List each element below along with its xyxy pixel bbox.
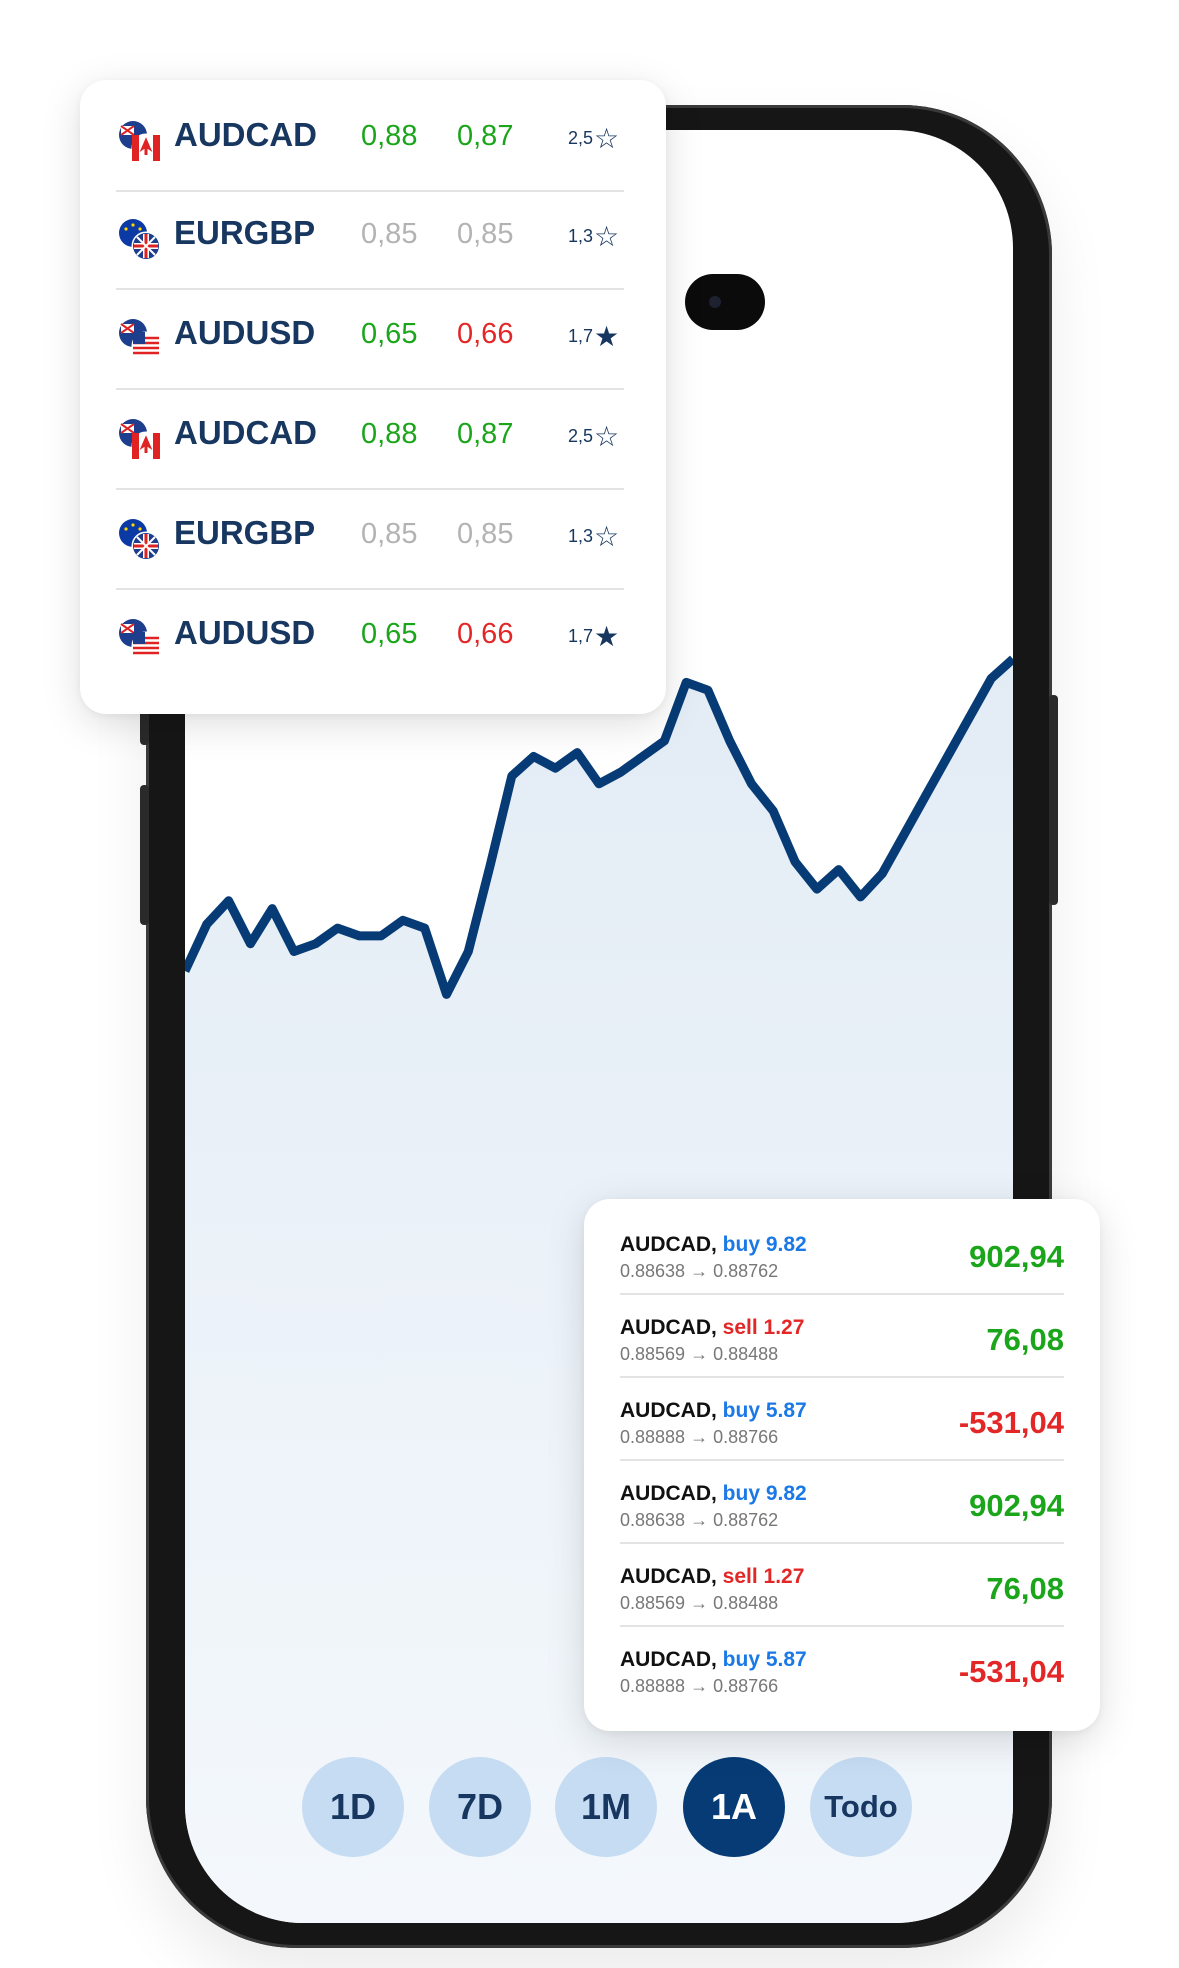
trade-side-size: buy 5.87 [722, 1399, 807, 1422]
trade-pair: AUDCAD, [620, 1648, 717, 1671]
bid-price: 0,85 [361, 218, 418, 250]
trade-pnl: -531,04 [958, 1654, 1064, 1689]
rating-value: 1,7 [568, 326, 594, 346]
ask-price: 0,66 [457, 318, 514, 350]
pair-name: AUDCAD [174, 116, 317, 153]
rating-value: 2,5 [568, 426, 594, 446]
trades-card: AUDCAD, buy 9.82 0.88638 → 0.88762 902,9… [584, 1199, 1100, 1731]
trade-pnl: 76,08 [986, 1571, 1064, 1606]
trade-prices: 0.88888 → 0.88766 [620, 1676, 779, 1696]
eur-gbp-flag-icon [116, 516, 164, 564]
rating-value: 1,3 [568, 226, 594, 246]
trade-title: AUDCAD, buy 9.82 [620, 1482, 807, 1506]
ask-price: 0,87 [457, 418, 514, 450]
trade-title: AUDCAD, buy 5.87 [620, 1648, 807, 1672]
watchlist-card: AUDCAD 0,88 0,87 2,5☆ EURGBP 0,85 0,85 1… [80, 80, 666, 714]
trade-title: AUDCAD, buy 5.87 [620, 1399, 807, 1423]
bid-price: 0,65 [361, 318, 418, 350]
eur-gbp-flag-icon [116, 216, 164, 264]
trade-row[interactable]: AUDCAD, buy 5.87 0.88888 → 0.88766 -531,… [620, 1624, 1064, 1708]
trade-row[interactable]: AUDCAD, buy 9.82 0.88638 → 0.88762 902,9… [620, 1458, 1064, 1544]
aud-cad-flag-icon [116, 118, 164, 166]
trade-side-size: sell 1.27 [722, 1565, 805, 1588]
star-filled-icon[interactable]: ★ [594, 621, 620, 652]
trade-row[interactable]: AUDCAD, sell 1.27 0.88569 → 0.88488 76,0… [620, 1292, 1064, 1378]
watchlist-row[interactable]: AUDCAD 0,88 0,87 2,5☆ [116, 388, 624, 490]
star-outline-icon[interactable]: ☆ [594, 521, 620, 552]
trade-row[interactable]: AUDCAD, sell 1.27 0.88569 → 0.88488 76,0… [620, 1541, 1064, 1627]
trade-side-size: buy 5.87 [722, 1648, 807, 1671]
ask-price: 0,85 [457, 218, 514, 250]
pair-name: AUDUSD [174, 614, 316, 651]
watchlist-row[interactable]: AUDUSD 0,65 0,66 1,7★ [116, 588, 624, 688]
range-1m-button[interactable]: 1M [555, 1757, 657, 1857]
bid-price: 0,65 [361, 618, 418, 650]
front-camera-icon [685, 274, 765, 330]
aud-usd-flag-icon [116, 616, 164, 664]
trade-prices: 0.88638 → 0.88762 [620, 1261, 779, 1281]
aud-cad-flag-icon [116, 416, 164, 464]
star-outline-icon[interactable]: ☆ [594, 421, 620, 452]
trade-prices: 0.88638 → 0.88762 [620, 1510, 779, 1530]
rating-value: 1,3 [568, 526, 594, 546]
trade-pair: AUDCAD, [620, 1565, 717, 1588]
aud-usd-flag-icon [116, 316, 164, 364]
bid-price: 0,88 [361, 120, 418, 152]
rating-value: 1,7 [568, 626, 594, 646]
time-range-selector: 1D 7D 1M 1A Todo [302, 1757, 912, 1857]
watchlist-row[interactable]: AUDUSD 0,65 0,66 1,7★ [116, 288, 624, 390]
rating: 2,5☆ [568, 420, 619, 453]
watchlist-row[interactable]: EURGBP 0,85 0,85 1,3☆ [116, 188, 624, 290]
ask-price: 0,85 [457, 518, 514, 550]
watchlist-row[interactable]: EURGBP 0,85 0,85 1,3☆ [116, 488, 624, 590]
trade-pnl: 902,94 [969, 1488, 1064, 1523]
range-all-button[interactable]: Todo [810, 1757, 912, 1857]
pair-name: AUDCAD [174, 414, 317, 451]
trade-prices: 0.88569 → 0.88488 [620, 1344, 779, 1364]
bid-price: 0,88 [361, 418, 418, 450]
pair-name: AUDUSD [174, 314, 316, 351]
bid-price: 0,85 [361, 518, 418, 550]
trade-pair: AUDCAD, [620, 1316, 717, 1339]
range-1a-button[interactable]: 1A [683, 1757, 785, 1857]
trade-side-size: buy 9.82 [722, 1482, 807, 1505]
trade-prices: 0.88569 → 0.88488 [620, 1593, 779, 1613]
trade-title: AUDCAD, sell 1.27 [620, 1565, 804, 1589]
phone-side-button [140, 785, 149, 925]
range-1d-button[interactable]: 1D [302, 1757, 404, 1857]
trade-row[interactable]: AUDCAD, buy 9.82 0.88638 → 0.88762 902,9… [620, 1209, 1064, 1295]
rating-value: 2,5 [568, 128, 594, 148]
trade-pair: AUDCAD, [620, 1233, 717, 1256]
ask-price: 0,66 [457, 618, 514, 650]
phone-power-button [1049, 695, 1058, 905]
trade-pnl: 76,08 [986, 1322, 1064, 1357]
rating: 1,3☆ [568, 220, 619, 253]
star-outline-icon[interactable]: ☆ [594, 221, 620, 252]
pair-name: EURGBP [174, 514, 316, 551]
trade-title: AUDCAD, sell 1.27 [620, 1316, 804, 1340]
trade-pair: AUDCAD, [620, 1399, 717, 1422]
rating: 1,7★ [568, 320, 619, 353]
pair-name: EURGBP [174, 214, 316, 251]
trade-prices: 0.88888 → 0.88766 [620, 1427, 779, 1447]
watchlist-row[interactable]: AUDCAD 0,88 0,87 2,5☆ [116, 90, 624, 192]
range-7d-button[interactable]: 7D [429, 1757, 531, 1857]
trade-side-size: sell 1.27 [722, 1316, 805, 1339]
trade-pnl: 902,94 [969, 1239, 1064, 1274]
rating: 2,5☆ [568, 122, 619, 155]
ask-price: 0,87 [457, 120, 514, 152]
trade-pnl: -531,04 [958, 1405, 1064, 1440]
rating: 1,3☆ [568, 520, 619, 553]
trade-row[interactable]: AUDCAD, buy 5.87 0.88888 → 0.88766 -531,… [620, 1375, 1064, 1461]
trade-title: AUDCAD, buy 9.82 [620, 1233, 807, 1257]
star-filled-icon[interactable]: ★ [594, 321, 620, 352]
rating: 1,7★ [568, 620, 619, 653]
trade-pair: AUDCAD, [620, 1482, 717, 1505]
trade-side-size: buy 9.82 [722, 1233, 807, 1256]
star-outline-icon[interactable]: ☆ [594, 123, 620, 154]
